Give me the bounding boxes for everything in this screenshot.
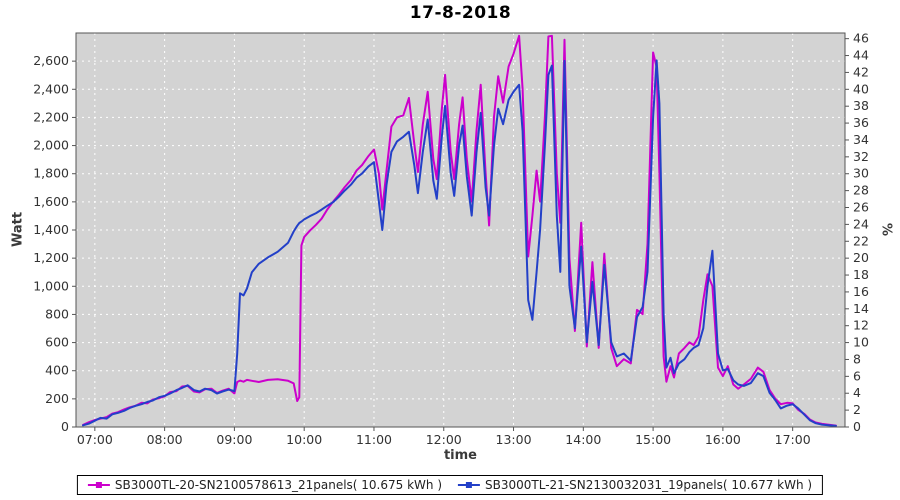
x-axis-title: time [443,448,478,463]
y-tick-label-left: 2,600 [33,53,69,68]
y-tick-label-right: 36 [853,115,869,130]
legend-label: SB3000TL-21-SN2130032031_19panels( 10.67… [485,478,813,492]
y-tick-label-right: 26 [853,200,869,215]
y-tick-label-right: 4 [853,385,861,400]
y-tick-label-right: 0 [853,419,861,434]
series-line-2 [82,59,837,427]
y-tick-label-right: 8 [853,351,861,366]
x-tick-label: 07:00 [77,432,113,447]
y-tick-label-left: 2,400 [33,81,69,96]
legend-item-sb3000tl-20: SB3000TL-20-SN2100578613_21panels( 10.67… [87,478,442,492]
x-tick-label: 15:00 [635,432,671,447]
y-tick-label-right: 46 [853,31,869,46]
y-tick-label-left: 1,000 [33,278,69,293]
y-tick-label-right: 12 [853,318,869,333]
y-tick-label-right: 40 [853,81,869,96]
y-tick-label-right: 30 [853,166,869,181]
x-tick-label: 10:00 [286,432,322,447]
y-tick-label-left: 2,200 [33,109,69,124]
y-tick-label-right: 14 [853,301,869,316]
y-tick-label-right: 22 [853,233,869,248]
y-axis-title-left: Watt [10,211,26,248]
plot-area: 02004006008001,0001,2001,4001,6001,8002,… [33,31,869,447]
y-tick-label-left: 1,600 [33,194,69,209]
y-tick-label-right: 6 [853,368,861,383]
y-tick-label-right: 44 [853,48,869,63]
x-tick-label: 09:00 [216,432,252,447]
series-2-marker-icon [458,482,480,488]
y-tick-label-right: 2 [853,402,861,417]
y-tick-label-left: 200 [45,391,69,406]
y-tick-label-left: 1,200 [33,250,69,265]
x-tick-label: 11:00 [356,432,392,447]
y-tick-label-right: 34 [853,132,869,147]
y-tick-label-left: 600 [45,335,69,350]
y-tick-label-right: 28 [853,183,869,198]
y-tick-label-left: 2,000 [33,138,69,153]
y-tick-label-right: 16 [853,284,869,299]
y-axis-title-right: % [878,222,894,237]
y-tick-label-right: 42 [853,64,869,79]
legend-item-sb3000tl-21: SB3000TL-21-SN2130032031_19panels( 10.67… [458,478,812,492]
y-tick-label-right: 24 [853,216,869,231]
legend: SB3000TL-20-SN2100578613_21panels( 10.67… [76,475,824,495]
y-tick-label-right: 10 [853,335,869,350]
y-tick-label-right: 18 [853,267,869,282]
x-tick-label: 12:00 [426,432,462,447]
x-tick-label: 16:00 [705,432,741,447]
legend-label: SB3000TL-20-SN2100578613_21panels( 10.67… [114,478,442,492]
y-tick-label-left: 400 [45,363,69,378]
y-tick-label-left: 0 [61,419,69,434]
x-tick-label: 14:00 [565,432,601,447]
y-tick-label-right: 38 [853,98,869,113]
x-tick-label: 08:00 [147,432,183,447]
y-tick-label-left: 1,400 [33,222,69,237]
y-tick-label-right: 20 [853,250,869,265]
y-tick-label-left: 1,800 [33,166,69,181]
y-tick-label-right: 32 [853,149,869,164]
y-tick-label-left: 800 [45,306,69,321]
chart-title: 17-8-2018 [409,3,512,23]
x-tick-label: 17:00 [775,432,811,447]
x-tick-label: 13:00 [496,432,532,447]
series-1-marker-icon [87,482,110,488]
